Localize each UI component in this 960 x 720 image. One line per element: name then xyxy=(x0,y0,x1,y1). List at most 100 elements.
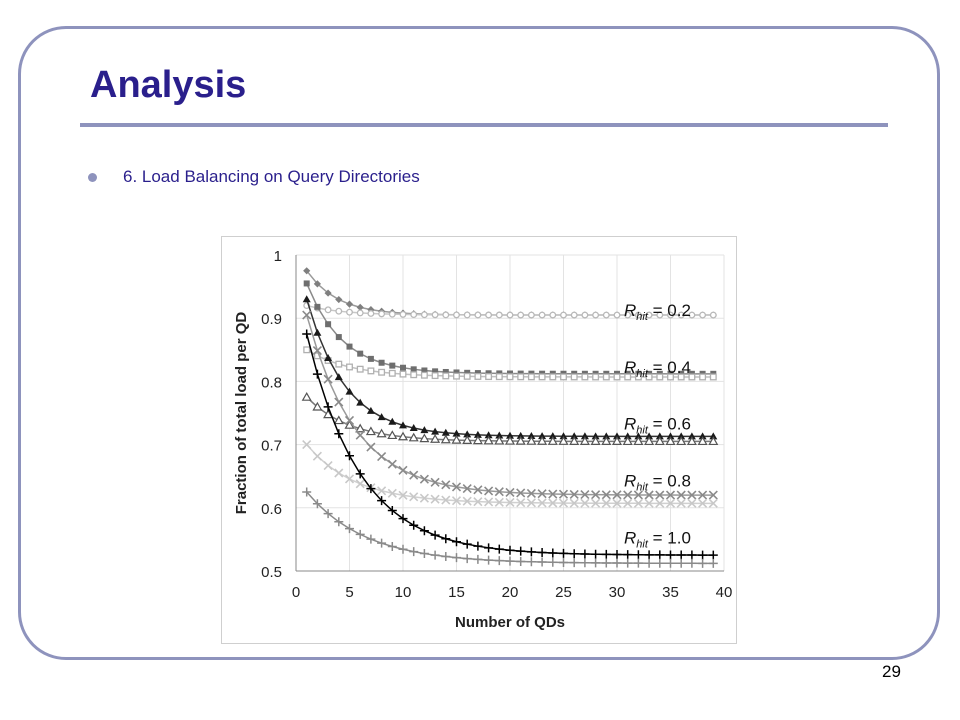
data-point xyxy=(421,367,428,374)
data-point xyxy=(676,490,686,500)
x-tick-label: 30 xyxy=(609,584,626,601)
data-point xyxy=(484,497,494,507)
data-point xyxy=(686,436,697,446)
data-point xyxy=(442,372,450,380)
data-point xyxy=(537,547,547,557)
data-point xyxy=(302,487,312,497)
data-point xyxy=(398,544,408,554)
data-point xyxy=(398,514,408,524)
data-point xyxy=(601,549,611,559)
data-point xyxy=(441,552,451,562)
data-point xyxy=(355,529,365,539)
data-point xyxy=(591,549,601,559)
series-5 xyxy=(301,391,719,446)
data-point xyxy=(419,474,429,484)
data-point xyxy=(452,537,461,547)
data-point xyxy=(547,436,558,445)
data-point xyxy=(613,311,621,319)
data-point xyxy=(388,369,396,377)
data-point xyxy=(665,436,676,446)
data-point xyxy=(398,490,408,500)
data-point xyxy=(517,311,525,319)
data-point xyxy=(494,497,504,507)
data-point xyxy=(355,479,365,489)
data-point xyxy=(451,482,462,492)
data-point xyxy=(570,311,578,319)
slide-title: Analysis xyxy=(90,64,247,106)
data-point xyxy=(430,550,440,560)
data-point xyxy=(409,492,419,502)
data-point xyxy=(612,498,622,508)
data-point xyxy=(591,498,601,508)
data-point xyxy=(548,557,558,567)
data-point xyxy=(441,480,451,490)
data-point xyxy=(666,432,675,440)
data-point xyxy=(303,280,310,287)
data-point xyxy=(312,401,323,411)
data-point xyxy=(549,373,557,381)
data-point xyxy=(601,436,612,445)
data-point xyxy=(356,309,364,317)
data-point xyxy=(462,539,472,549)
data-point xyxy=(611,436,623,446)
data-point xyxy=(676,558,686,568)
data-point xyxy=(505,497,515,508)
data-point xyxy=(355,469,365,479)
series-annotation: Rhit = 1.0 xyxy=(624,529,691,551)
data-point xyxy=(516,488,526,498)
data-point xyxy=(698,432,707,440)
data-point xyxy=(366,442,376,452)
data-point xyxy=(408,432,419,442)
data-point xyxy=(569,436,580,445)
data-point xyxy=(344,474,355,484)
data-point xyxy=(526,498,536,508)
data-point xyxy=(484,543,494,553)
series-3 xyxy=(303,346,717,381)
slide-frame xyxy=(18,26,940,660)
data-point xyxy=(387,506,397,516)
data-point xyxy=(526,435,537,445)
data-point xyxy=(667,311,674,319)
data-point xyxy=(452,429,461,437)
data-point xyxy=(687,432,696,440)
data-point xyxy=(665,498,676,508)
data-point xyxy=(345,524,354,534)
data-point xyxy=(697,436,708,446)
data-point xyxy=(624,373,632,381)
data-point xyxy=(601,558,611,568)
data-point xyxy=(452,553,461,563)
data-point xyxy=(494,544,504,554)
annotation-prefix: R xyxy=(624,415,636,434)
data-point xyxy=(645,311,653,319)
data-point xyxy=(431,311,439,319)
data-point xyxy=(334,517,344,527)
data-point xyxy=(580,490,590,500)
series-annotation: Rhit = 0.6 xyxy=(624,415,691,437)
annotation-subscript: hit xyxy=(636,368,649,380)
data-point xyxy=(504,435,516,445)
data-point xyxy=(506,373,514,381)
data-point xyxy=(645,432,654,440)
data-point xyxy=(388,310,396,318)
data-point xyxy=(400,364,406,371)
data-point xyxy=(592,311,600,319)
data-point xyxy=(558,489,569,499)
data-point xyxy=(666,550,675,560)
data-point xyxy=(570,373,578,381)
data-point xyxy=(633,498,643,508)
data-point xyxy=(409,470,419,480)
data-point xyxy=(538,311,546,319)
data-point xyxy=(560,311,567,319)
data-point xyxy=(558,436,569,445)
y-tick-label: 1 xyxy=(274,248,282,265)
annotation-prefix: R xyxy=(624,472,636,491)
data-point xyxy=(462,435,473,444)
data-point xyxy=(313,328,322,336)
data-point xyxy=(302,310,312,320)
data-point xyxy=(302,295,311,303)
data-point xyxy=(323,374,333,384)
data-point xyxy=(367,355,374,362)
data-point xyxy=(485,373,493,381)
data-point xyxy=(688,311,696,319)
data-point xyxy=(517,373,525,381)
